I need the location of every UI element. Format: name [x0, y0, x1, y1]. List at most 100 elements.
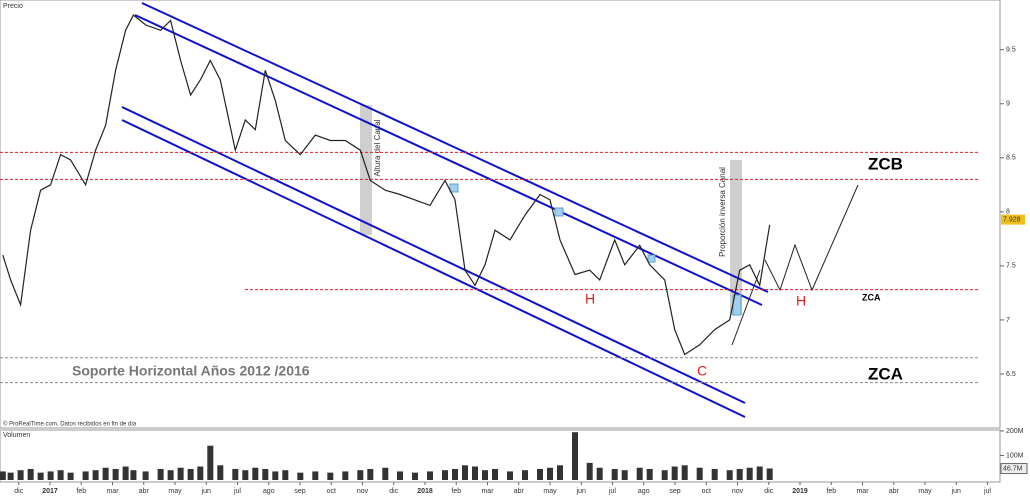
volume-bar: [661, 470, 668, 480]
x-tick-label: 2019: [792, 488, 808, 495]
source: © ProRealTime.com. Datos recibidos en fi…: [3, 421, 137, 428]
volume-bar: [756, 466, 763, 480]
x-tick-label: may: [918, 488, 932, 495]
x-tick-label: ago: [263, 488, 275, 495]
marker: [647, 254, 656, 263]
x-tick-label: nov: [732, 488, 744, 495]
x-tick-label: 2018: [417, 488, 433, 495]
volume-bar: [67, 472, 74, 480]
volume-bar: [232, 468, 239, 480]
volume-bar: [452, 468, 458, 480]
volume-bar: [766, 468, 773, 480]
volume-bar: [122, 466, 129, 480]
x-tick-label: jun: [951, 488, 961, 495]
volume-bar: [596, 467, 603, 480]
volume-bar: [557, 465, 563, 480]
volume-bar: [167, 470, 174, 480]
volume-bar: [102, 467, 109, 480]
x-tick-label: jun: [201, 488, 211, 495]
channel-height: [360, 105, 372, 235]
volume-bar: [367, 468, 374, 480]
volume-bar: [92, 470, 99, 480]
y2-tick-label: 100M: [1006, 452, 1024, 459]
marker: [554, 207, 564, 217]
volume-bar: [746, 467, 753, 480]
x-tick-label: dic: [389, 488, 398, 495]
marker: [449, 183, 459, 193]
x-tick-label: jul: [983, 488, 991, 495]
channel: [121, 2, 769, 418]
volume-bar: [282, 470, 289, 480]
projection-line: [731, 269, 761, 346]
volume-bar: [522, 470, 528, 480]
volume-bar: [187, 468, 194, 480]
volume-bar: [736, 468, 743, 480]
volume-bar: [537, 468, 543, 480]
volume-bar: [312, 471, 319, 480]
volume-bar: [412, 472, 418, 480]
annotation: H: [796, 293, 806, 309]
volume-bar: [636, 467, 643, 480]
last-price-box: [1001, 214, 1025, 225]
x-tick-label: jun: [576, 488, 586, 495]
y-tick-label: 7: [1006, 317, 1010, 324]
volume-bar: [7, 472, 14, 480]
x-tick-label: may: [168, 488, 182, 495]
projection-line: [764, 184, 859, 292]
x-tick-label: ago: [638, 488, 650, 495]
x-tick-label: feb: [826, 488, 836, 495]
x-tick-label: mar: [481, 488, 494, 495]
volume-bar: [242, 470, 249, 480]
x-tick-label: sep: [669, 488, 680, 495]
channel-line: [121, 106, 746, 404]
volume-bar: [726, 470, 733, 480]
volume-bar: [142, 471, 149, 480]
x-tick-label: jul: [608, 488, 616, 495]
price-pane: [0, 0, 1001, 429]
volume-bar: [462, 465, 468, 480]
x-tick-label: mar: [856, 488, 869, 495]
volume-bar: [586, 462, 593, 480]
volume-bar: [262, 468, 269, 480]
x-tick-label: abr: [514, 488, 525, 495]
volume-bar: [681, 465, 688, 480]
volume-bar: [207, 445, 214, 480]
volume-bar: [357, 470, 364, 480]
last-price-label: 7.928: [1003, 216, 1021, 223]
volume-bar: [427, 471, 433, 480]
channel-line: [141, 2, 769, 293]
x-tick-label: abr: [889, 488, 900, 495]
volume-bar: [327, 472, 334, 480]
volume-bar: [112, 468, 119, 480]
volume-bar: [646, 468, 653, 480]
x-tick-label: feb: [76, 488, 86, 495]
x-tick-label: oct: [702, 488, 711, 495]
volume-bar: [547, 467, 553, 480]
volume-bar: [297, 472, 304, 480]
annotation: H: [585, 291, 595, 307]
x-tick-label: feb: [451, 488, 461, 495]
y-tick-label: 6.5: [1006, 371, 1016, 378]
annotation: Soporte Horizontal Años 2012 /2016: [72, 363, 310, 379]
volume-bar: [342, 471, 349, 480]
volume-pane: [0, 429, 1001, 483]
pane-label: Volumen: [3, 432, 30, 439]
volume-bar: [17, 470, 24, 480]
volume-bar: [711, 468, 718, 480]
channel-line: [121, 119, 746, 418]
x-tick-label: dic: [764, 488, 773, 495]
volume-bar: [57, 470, 64, 480]
volume-bar: [442, 470, 448, 480]
annotation: C: [697, 363, 707, 379]
x-tick-label: sep: [294, 488, 305, 495]
volume-bar: [37, 472, 44, 480]
y-tick-label: 8: [1006, 209, 1010, 216]
x-tick-label: mar: [106, 488, 119, 495]
volume-bar: [177, 467, 184, 480]
x-tick-label: oct: [327, 488, 336, 495]
volume-bar: [572, 432, 578, 480]
y-tick-label: 7.5: [1006, 263, 1016, 270]
annotation: Altura del Canal: [373, 119, 382, 176]
volume-bar: [272, 471, 279, 480]
